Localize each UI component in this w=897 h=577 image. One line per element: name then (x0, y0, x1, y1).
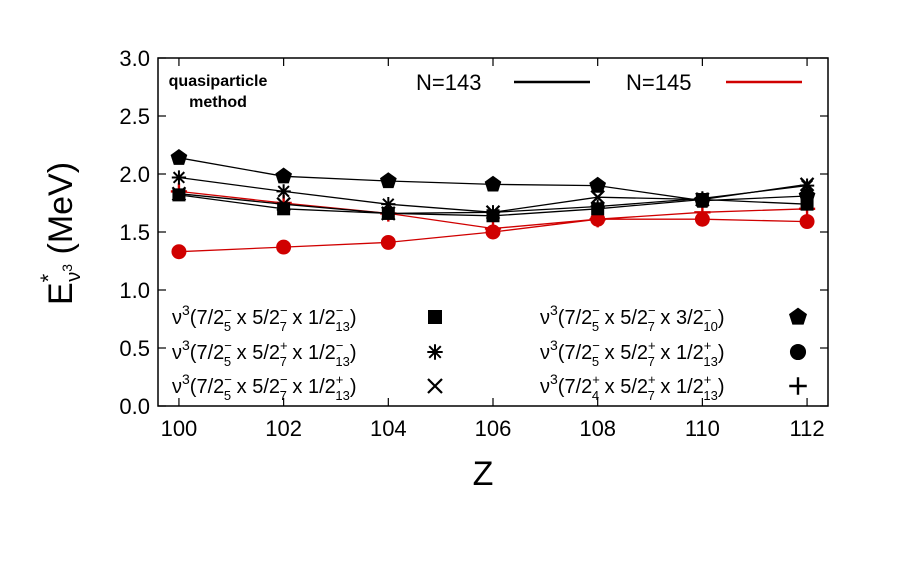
asterisk-marker (381, 197, 396, 212)
legend-entry-square: ν3(7/2− 5 x 5/2− 7 x 1/2− 13) (172, 302, 357, 334)
y-tick-label: 2.0 (119, 162, 150, 187)
x-marker (427, 378, 443, 394)
circle-marker (789, 343, 807, 361)
x-tick-label: 100 (161, 416, 198, 441)
isotone-label-n145: N=145 (626, 70, 691, 95)
circle-marker (694, 211, 710, 227)
asterisk-marker (799, 178, 815, 193)
series-circle (171, 211, 815, 260)
legend-text: ν3(7/2− 5 x 5/2− 7 x 3/2− 10) (540, 302, 725, 334)
x-tick-label: 110 (685, 416, 720, 441)
pentagon-marker (484, 175, 502, 192)
legend-entry-x: ν3(7/2− 5 x 5/2− 7 x 1/2+ 13) (172, 371, 357, 403)
series-pentagon (170, 149, 816, 208)
x-axis-label: Z (473, 455, 494, 493)
circle-marker (276, 239, 292, 255)
legend-entry-plus: ν3(7/2+ 4 x 5/2+ 7 x 1/2+ 13) (540, 371, 725, 403)
y-tick-label: 1.0 (119, 278, 150, 303)
legend-entry-circle: ν3(7/2− 5 x 5/2+ 7 x 1/2+ 13) (540, 337, 725, 369)
plus-marker (789, 377, 807, 395)
y-tick-label: 1.5 (119, 220, 150, 245)
x-tick-label: 104 (370, 416, 407, 441)
legend-text: ν3(7/2− 5 x 5/2− 7 x 1/2+ 13) (172, 371, 357, 403)
legend-entry-pentagon: ν3(7/2− 5 x 5/2− 7 x 3/2− 10) (540, 302, 725, 334)
square-marker (591, 202, 605, 216)
y-tick-label: 3.0 (119, 46, 150, 71)
legend-text: ν3(7/2+ 4 x 5/2+ 7 x 1/2+ 13) (540, 371, 725, 403)
y-axis-label: E* ν3 (MeV) (36, 162, 85, 305)
circle-marker (380, 234, 396, 250)
x-tick-label: 106 (475, 416, 512, 441)
x-tick-label: 108 (579, 416, 616, 441)
annotation-line-2: method (189, 94, 247, 111)
pentagon-marker (789, 307, 807, 325)
y-tick-label: 2.5 (119, 104, 150, 129)
circle-marker (485, 224, 501, 240)
asterisk-marker (427, 344, 443, 360)
series-square (172, 188, 814, 223)
square-marker (695, 193, 709, 207)
circle-marker (171, 244, 187, 260)
pentagon-marker (380, 172, 397, 189)
square-marker (486, 209, 500, 223)
square-marker (172, 188, 186, 202)
square-marker (428, 310, 442, 324)
square-marker (381, 206, 395, 220)
legend-text: ν3(7/2− 5 x 5/2+ 7 x 1/2+ 13) (540, 337, 725, 369)
circle-marker (590, 211, 606, 227)
asterisk-marker (276, 184, 291, 199)
square-marker (800, 197, 814, 211)
circle-marker (799, 214, 815, 230)
x-tick-label: 112 (790, 416, 825, 441)
legend-entry-asterisk: ν3(7/2− 5 x 5/2+ 7 x 1/2− 13) (172, 337, 357, 369)
y-tick-label: 0.5 (119, 336, 150, 361)
isotone-label-n143: N=143 (416, 70, 481, 95)
annotation-line-1: quasiparticle (169, 73, 268, 90)
y-tick-label: 0.0 (119, 394, 150, 419)
legend-text: ν3(7/2− 5 x 5/2− 7 x 1/2− 13) (172, 302, 357, 334)
pentagon-marker (275, 167, 292, 184)
pentagon-marker (170, 149, 188, 165)
pentagon-marker (589, 176, 606, 193)
asterisk-marker (171, 170, 187, 185)
square-marker (277, 202, 291, 216)
legend-text: ν3(7/2− 5 x 5/2+ 7 x 1/2− 13) (172, 337, 357, 369)
x-tick-label: 102 (265, 416, 302, 441)
